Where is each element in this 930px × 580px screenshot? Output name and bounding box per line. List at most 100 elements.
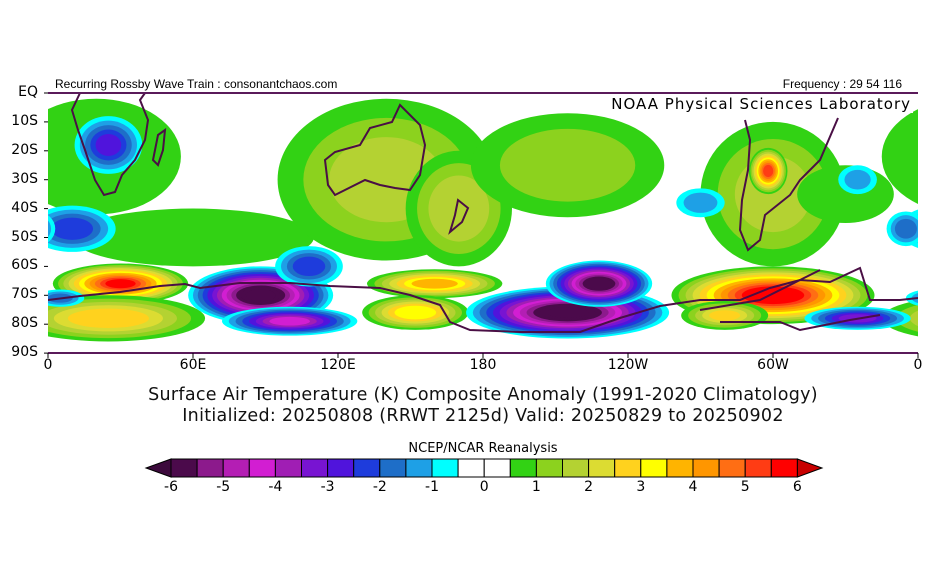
colorbar-swatch [666, 458, 694, 478]
colorbar-swatch [196, 458, 224, 478]
warm-anomaly-contour [881, 109, 918, 204]
cold-anomaly-contour [921, 218, 930, 240]
warm-anomaly-contour [411, 278, 458, 289]
warm-anomaly-contour [72, 208, 314, 267]
warm-anomaly-contour [924, 305, 930, 331]
cold-anomaly-contour [586, 278, 612, 290]
colorbar-tick-label: -5 [216, 479, 231, 495]
lat-label: 40S [11, 199, 38, 216]
colorbar-tick-label: 6 [792, 479, 802, 495]
lon-label: 0 [913, 357, 923, 373]
colorbar-swatch [248, 458, 276, 478]
colorbar-over-arrow [796, 458, 824, 478]
new-zealand-coastline [448, 198, 470, 235]
colorbar-title: NCEP/NCAR Reanalysis [408, 441, 558, 456]
colorbar-swatch [222, 458, 250, 478]
colorbar-tick-label: -3 [320, 479, 335, 495]
lat-label: EQ [18, 84, 38, 100]
colorbar-tick-label: -6 [164, 479, 178, 495]
cold-anomaly-contour [917, 296, 918, 300]
cold-anomaly-contour [245, 289, 276, 302]
cold-anomaly-contour [95, 134, 122, 156]
colorbar-swatch [379, 458, 407, 478]
cold-anomaly-contour [51, 217, 94, 240]
colorbar-swatch [301, 458, 329, 478]
colorbar-swatch [744, 458, 772, 478]
warm-anomaly-contour [909, 310, 918, 327]
cold-anomaly-contour [0, 165, 7, 194]
colorbar-swatch [431, 458, 459, 478]
warm-anomaly-contour [0, 266, 5, 324]
cold-anomaly-contour [844, 169, 871, 190]
lon-label: 120E [320, 357, 356, 373]
lon-label: 120W [607, 357, 649, 373]
colorbar-tick-label: 5 [740, 479, 750, 495]
map-title: Surface Air Temperature (K) Composite An… [148, 385, 818, 405]
lon-label: 60W [757, 357, 789, 373]
colorbar-swatch [457, 458, 485, 478]
colorbar-swatch [405, 458, 433, 478]
warm-anomaly-contour [105, 279, 136, 289]
colorbar [144, 458, 824, 478]
cold-anomaly-contour [546, 307, 589, 318]
cold-anomaly-contour [269, 316, 310, 326]
colorbar-swatch [562, 458, 590, 478]
warm-anomaly-contour [67, 308, 149, 329]
warm-anomaly-contour [394, 305, 437, 320]
noaa-psl-label: NOAA Physical Sciences Laboratory [609, 95, 913, 113]
australia-coastline [323, 103, 427, 197]
lat-label: 70S [11, 286, 38, 303]
madagascar-coastline [151, 127, 167, 167]
colorbar-swatch [327, 458, 355, 478]
south-america-coastline [738, 117, 839, 252]
colorbar-swatch [170, 458, 198, 478]
colorbar-tick-label: -2 [372, 479, 387, 495]
colorbar-swatch [614, 458, 642, 478]
lat-label: 50S [11, 228, 38, 245]
colorbar-tick-label: 4 [688, 479, 698, 495]
colorbar-tick-label: -4 [268, 479, 283, 495]
colorbar-tick-label: 3 [636, 479, 646, 495]
warm-anomaly-contour [763, 164, 774, 178]
lon-label: 0 [43, 357, 53, 373]
colorbar-tick-label: 0 [479, 479, 489, 495]
lat-label: 60S [11, 257, 38, 274]
colorbar-swatch [588, 458, 616, 478]
map-subtitle: Initialized: 20250808 (RRWT 2125d) Valid… [182, 406, 784, 426]
colorbar-tick-label: -1 [425, 479, 439, 495]
lat-label: 20S [11, 141, 38, 158]
cold-anomaly-contour [683, 192, 718, 213]
warm-anomaly-contour [709, 310, 741, 321]
africa-coastline [70, 93, 150, 197]
colorbar-swatch [770, 458, 798, 478]
colorbar-swatch [274, 458, 302, 478]
colorbar-swatch [692, 458, 720, 478]
lat-label: 30S [11, 170, 38, 187]
colorbar-tick-label: 2 [584, 479, 594, 495]
lon-label: 180 [469, 357, 497, 373]
source-credit: Recurring Rossby Wave Train : consonantc… [55, 77, 338, 91]
antarctic-peninsula [699, 269, 881, 332]
lat-label: 80S [11, 315, 38, 332]
antarctica-coastline [48, 266, 918, 333]
colorbar-swatch [353, 458, 381, 478]
lat-label: 10S [11, 112, 38, 129]
axis-ticks [44, 92, 919, 358]
warm-anomaly-contour [428, 175, 490, 242]
cold-anomaly-contour [894, 218, 917, 239]
cold-anomaly-contour [48, 220, 52, 238]
lon-label: 60E [179, 357, 207, 373]
frequency-label: Frequency : 29 54 116 [782, 77, 902, 91]
cold-anomaly-contour [0, 170, 1, 190]
colorbar-swatch [640, 458, 668, 478]
colorbar-swatch [718, 458, 746, 478]
warm-anomaly-contour [499, 128, 636, 202]
colorbar-under-arrow [144, 458, 172, 478]
coastlines [48, 93, 918, 333]
colorbar-tick-label: 1 [531, 479, 541, 495]
cold-anomaly-contour [0, 314, 7, 322]
cold-anomaly-contour [48, 215, 56, 243]
colorbar-swatch [483, 458, 511, 478]
warm-anomaly-contour [923, 263, 930, 303]
lat-label: 90S [11, 344, 38, 361]
